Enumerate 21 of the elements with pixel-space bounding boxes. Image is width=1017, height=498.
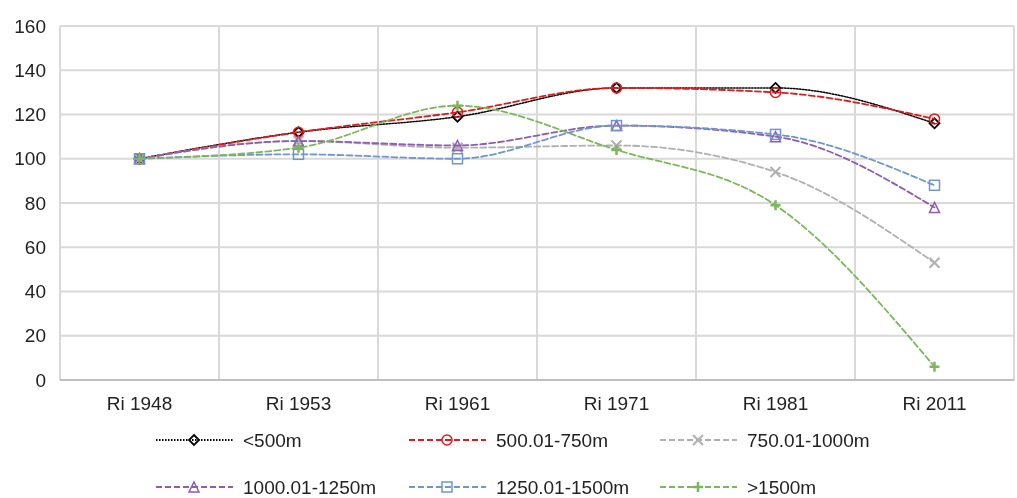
y-tick-label: 0 — [35, 369, 46, 391]
y-tick-label: 60 — [24, 236, 46, 258]
y-tick-label: 160 — [14, 15, 46, 37]
x-tick-label: Ri 1981 — [742, 393, 809, 414]
legend-label: 750.01-1000m — [747, 429, 870, 451]
y-tick-label: 100 — [14, 148, 46, 170]
y-tick-label: 80 — [24, 192, 46, 214]
legend-label: 500.01-750m — [496, 429, 608, 451]
y-tick-label: 40 — [24, 281, 46, 303]
y-tick-label: 120 — [14, 104, 46, 126]
x-tick-label: Ri 1961 — [424, 393, 491, 414]
x-tick-label: Ri 1953 — [265, 393, 332, 414]
x-tick-label: Ri 1971 — [583, 393, 650, 414]
x-tick-label: Ri 1948 — [106, 393, 173, 414]
legend-label: <500m — [243, 429, 302, 451]
y-tick-label: 140 — [14, 59, 46, 81]
legend-label: >1500m — [747, 476, 817, 498]
legend-label: 1250.01-1500m — [496, 476, 630, 498]
legend-label: 1000.01-1250m — [243, 476, 377, 498]
x-tick-label: Ri 2011 — [902, 393, 967, 414]
y-tick-label: 20 — [24, 325, 46, 347]
